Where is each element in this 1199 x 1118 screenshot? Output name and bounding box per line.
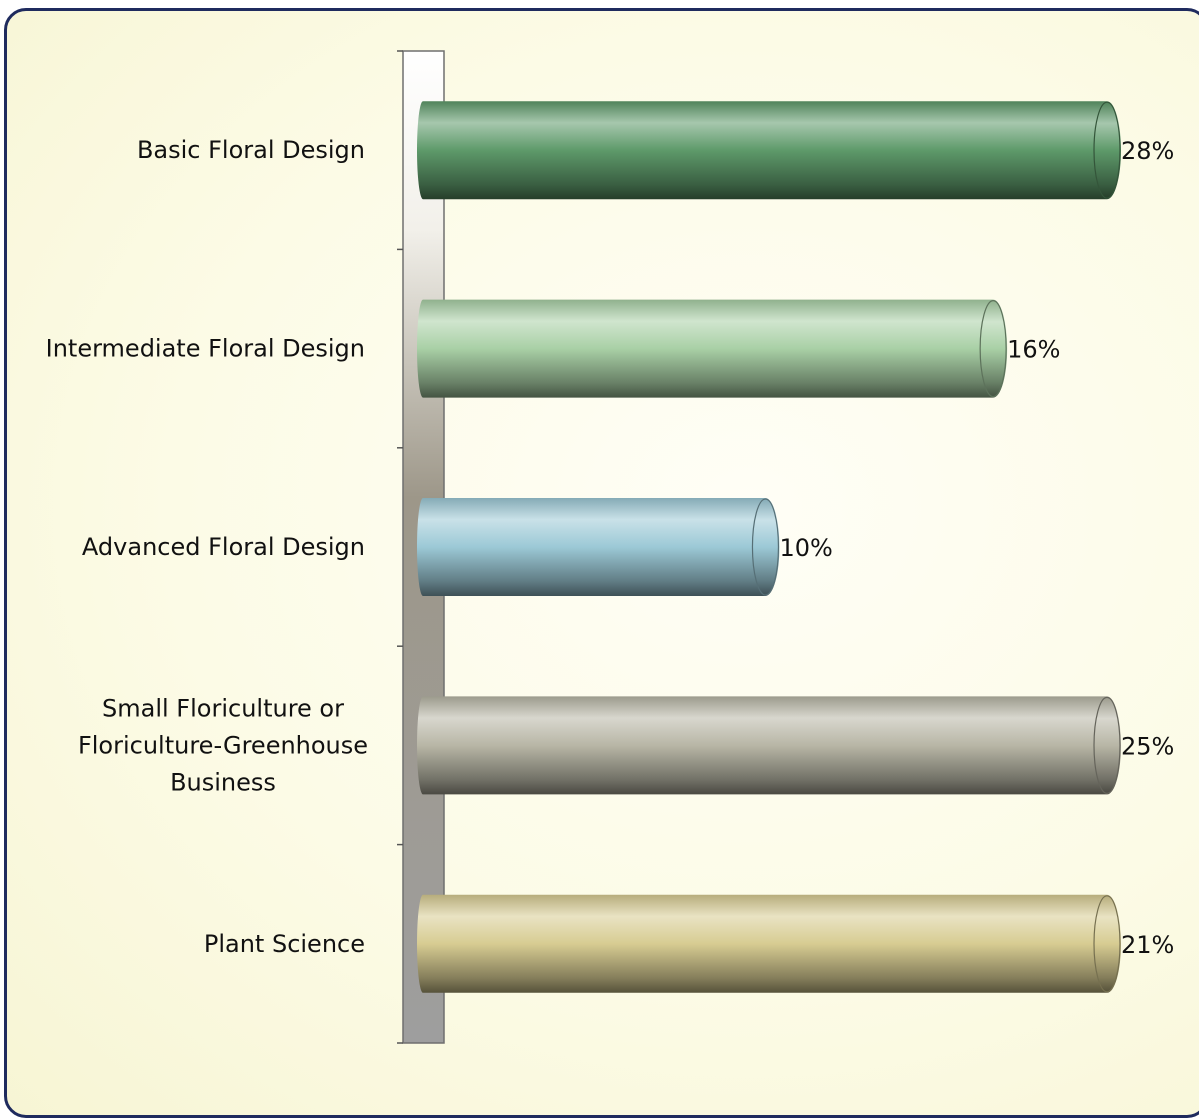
bar — [417, 299, 1008, 398]
category-label-line: Business — [170, 768, 276, 796]
bars-layer — [417, 101, 1122, 993]
bar — [417, 498, 780, 596]
category-label: Plant Science — [204, 930, 365, 958]
bar — [417, 696, 1121, 795]
data-label: 28% — [1121, 137, 1174, 165]
bar-end-cap — [751, 498, 780, 596]
bar-end-cap — [979, 300, 1007, 398]
data-label: 16% — [1007, 336, 1060, 364]
bar-end-cap — [1093, 696, 1121, 795]
data-label: 25% — [1121, 732, 1174, 760]
bar-end-cap — [1093, 895, 1121, 993]
bar — [417, 101, 1122, 200]
labels-layer: 28% Basic Floral Design 16% Intermediate Fl… — [46, 136, 1175, 959]
data-label: 10% — [779, 534, 832, 562]
category-label: Advanced Floral Design — [82, 533, 365, 561]
data-label: 21% — [1121, 931, 1174, 959]
category-label: Basic Floral Design — [137, 136, 365, 164]
bar-chart: 28% Basic Floral Design 16% Intermediate Fl… — [46, 50, 1175, 1044]
category-label-line: Small Floriculture or — [102, 694, 344, 722]
chart-frame: 28% Basic Floral Design 16% Intermediate Fl… — [4, 8, 1199, 1118]
bar-end-cap — [1093, 101, 1121, 199]
category-label: Small Floriculture or Floriculture-Greenh… — [78, 694, 368, 796]
category-label: Intermediate Floral Design — [46, 335, 365, 363]
bar — [417, 894, 1122, 993]
category-label-line: Floriculture-Greenhouse — [78, 731, 368, 759]
